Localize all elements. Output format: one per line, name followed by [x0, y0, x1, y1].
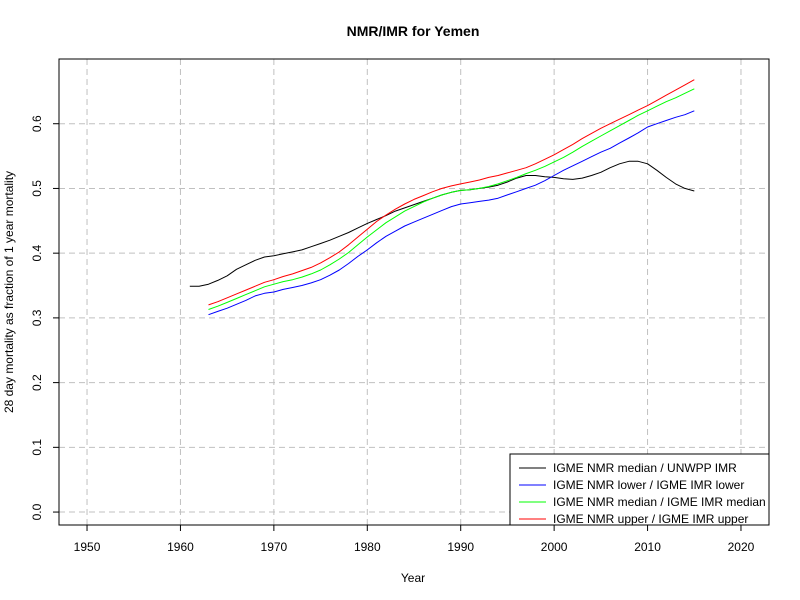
- y-tick-label: 0.5: [30, 180, 44, 197]
- y-tick-label: 0.0: [30, 503, 44, 520]
- y-axis: 0.0 0.1 0.2 0.3 0.4 0.5 0.6: [30, 115, 59, 520]
- x-axis-label: Year: [401, 571, 425, 585]
- series-line-3: [208, 88, 695, 310]
- y-tick-label: 0.6: [30, 115, 44, 132]
- legend: IGME NMR median / UNWPP IMR IGME NMR lowe…: [509, 453, 770, 526]
- y-tick-label: 0.1: [30, 439, 44, 456]
- x-tick-label: 2020: [728, 540, 755, 554]
- legend-label: IGME NMR median / IGME IMR median: [553, 495, 766, 509]
- y-tick-label: 0.4: [30, 245, 44, 262]
- x-tick-label: 1990: [447, 540, 474, 554]
- legend-label: IGME NMR median / UNWPP IMR: [553, 461, 737, 475]
- series-line-4: [208, 79, 695, 306]
- x-tick-label: 2010: [634, 540, 661, 554]
- x-axis: 1950 1960 1970 1980 1990 2000 2010 2020: [74, 525, 755, 554]
- y-tick-label: 0.3: [30, 309, 44, 326]
- x-tick-label: 1980: [354, 540, 381, 554]
- legend-box: [509, 453, 770, 526]
- series-group: [189, 79, 695, 316]
- series-line-1: [189, 160, 695, 287]
- legend-label: IGME NMR lower / IGME IMR lower: [553, 478, 744, 492]
- y-axis-label: 28 day mortality as fraction of 1 year m…: [2, 171, 16, 413]
- x-tick-label: 1950: [74, 540, 101, 554]
- legend-label: IGME NMR upper / IGME IMR upper: [553, 512, 748, 526]
- x-tick-label: 1970: [261, 540, 288, 554]
- series-line-2: [208, 110, 695, 316]
- plot-frame: [58, 58, 770, 526]
- x-tick-label: 1960: [167, 540, 194, 554]
- x-tick-label: 2000: [541, 540, 568, 554]
- chart-title: NMR/IMR for Yemen: [347, 23, 480, 39]
- y-tick-label: 0.2: [30, 374, 44, 391]
